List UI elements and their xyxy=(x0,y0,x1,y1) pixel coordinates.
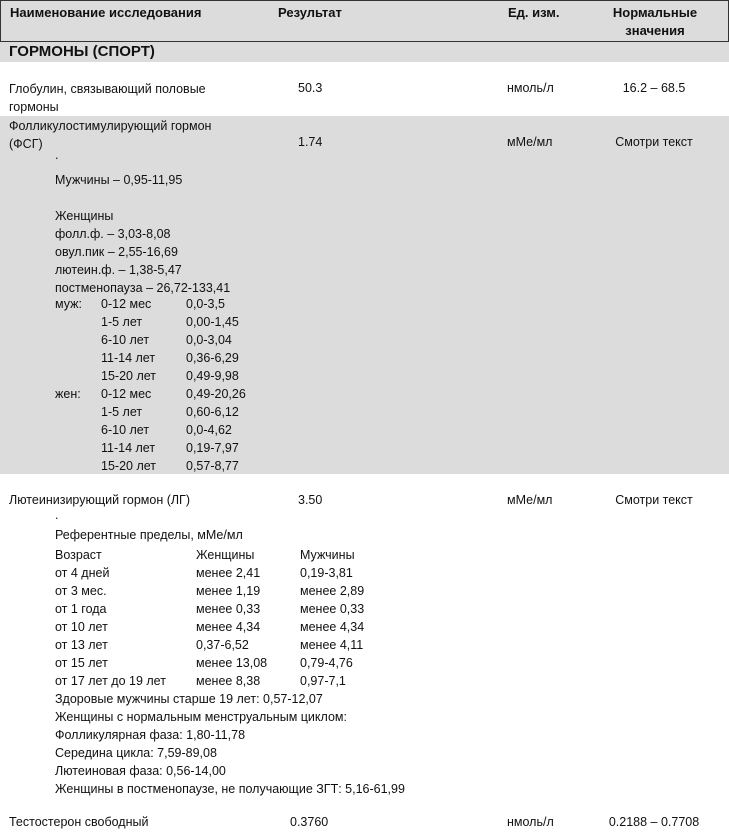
ref-cell: Мужчины xyxy=(300,548,355,562)
ref-cell: 0,19-7,97 xyxy=(186,441,239,455)
test-name: Фолликулостимулирующий гормон xyxy=(9,119,212,133)
result-value: 3.50 xyxy=(298,493,323,507)
test-name: Глобулин, связывающий половые xyxy=(9,82,206,96)
note-line: Фолликулярная фаза: 1,80-11,78 xyxy=(55,728,246,742)
note-line: фолл.ф. – 3,03-8,08 xyxy=(55,227,171,241)
ref-cell: 0,37-6,52 xyxy=(196,638,249,652)
unit: нмоль/л xyxy=(507,81,554,95)
ref-cell: менее 2,89 xyxy=(300,584,365,598)
unit: мМе/мл xyxy=(507,493,553,507)
note-line: Мужчины – 0,95-11,95 xyxy=(55,173,183,187)
dot: . xyxy=(55,148,59,162)
note-line xyxy=(55,189,230,207)
fsh-notes: Мужчины – 0,95-11,95 Женщины фолл.ф. – 3,0… xyxy=(55,171,230,297)
table-header: Наименование исследования Результат Ед. … xyxy=(0,0,729,42)
ref-cell: менее 4,11 xyxy=(300,638,364,652)
note-line: Лютеиновая фаза: 0,56-14,00 xyxy=(55,764,226,778)
ref-cell: 1-5 лет xyxy=(101,405,143,419)
ref-cell: менее 13,08 xyxy=(196,656,268,670)
ref-cell: менее 1,19 xyxy=(196,584,261,598)
header-name: Наименование исследования xyxy=(10,5,202,20)
section-title: ГОРМОНЫ (СПОРТ) xyxy=(9,43,155,60)
ref-cell: от 3 мес. xyxy=(55,584,107,598)
test-name-cont: (ФСГ) xyxy=(9,137,43,151)
note-line: Середина цикла: 7,59-89,08 xyxy=(55,746,217,760)
test-name: Лютеинизирующий гормон (ЛГ) xyxy=(9,493,190,507)
ref-cell: 0,79-4,76 xyxy=(300,656,353,670)
ref-cell: 0,49-9,98 xyxy=(186,369,239,383)
ref-cell: 0,60-6,12 xyxy=(186,405,239,419)
ref-cell: от 4 дней xyxy=(55,566,110,580)
ref-cell: 0,0-4,62 xyxy=(186,423,232,437)
result-value: 50.3 xyxy=(298,81,323,95)
header-unit: Ед. изм. xyxy=(508,5,560,20)
ref-cell: от 1 года xyxy=(55,602,107,616)
ref-cell: Женщины xyxy=(196,548,255,562)
norm: Смотри текст xyxy=(615,135,693,149)
result-value: 1.74 xyxy=(298,135,323,149)
ref-cell: 0,36-6,29 xyxy=(186,351,239,365)
result-value: 0.3760 xyxy=(290,815,329,829)
dot: . xyxy=(55,508,59,522)
ref-cell: от 17 лет до 19 лет xyxy=(55,674,166,688)
test-name: Тестостерон свободный xyxy=(9,815,149,829)
ref-cell: 0-12 мес xyxy=(101,297,152,311)
ref-cell: менее 4,34 xyxy=(196,620,261,634)
ref-cell: 0-12 мес xyxy=(101,387,152,401)
ref-cell: 6-10 лет xyxy=(101,333,150,347)
ref-cell: 6-10 лет xyxy=(101,423,150,437)
unit: нмоль/л xyxy=(507,815,554,829)
header-norm-1: Нормальные xyxy=(612,5,698,20)
note-line: Женщины в постменопаузе, не получающие З… xyxy=(55,782,405,796)
ref-cell: менее 0,33 xyxy=(300,602,365,616)
lh-notes: Здоровые мужчины старше 19 лет: 0,57-12,… xyxy=(55,690,405,798)
ref-cell: 0,49-20,26 xyxy=(186,387,246,401)
unit: мМе/мл xyxy=(507,135,553,149)
ref-cell: муж: xyxy=(55,297,82,311)
note-line: овул.пик – 2,55-16,69 xyxy=(55,245,178,259)
ref-cell: 0,97-7,1 xyxy=(300,674,346,688)
ref-cell: 0,00-1,45 xyxy=(186,315,239,329)
ref-cell: менее 2,41 xyxy=(196,566,261,580)
note-line: Женщины xyxy=(55,209,114,223)
header-norm-2: значения xyxy=(625,23,685,38)
ref-cell: 11-14 лет xyxy=(101,441,156,455)
ref-cell: жен: xyxy=(55,387,81,401)
note-line: Женщины с нормальным менструальным цикло… xyxy=(55,710,347,724)
ref-cell: 0,0-3,04 xyxy=(186,333,232,347)
ref-title: Референтные пределы, мМе/мл xyxy=(55,528,243,542)
note-line: постменопауза – 26,72-133,41 xyxy=(55,281,231,295)
note-line: Здоровые мужчины старше 19 лет: 0,57-12,… xyxy=(55,692,323,706)
ref-cell: менее 8,38 xyxy=(196,674,261,688)
ref-cell: от 13 лет xyxy=(55,638,108,652)
ref-cell: 15-20 лет xyxy=(101,459,156,473)
ref-cell: 0,0-3,5 xyxy=(186,297,225,311)
ref-cell: от 10 лет xyxy=(55,620,108,634)
header-result: Результат xyxy=(278,5,342,20)
ref-cell: 0,57-8,77 xyxy=(186,459,239,473)
ref-cell: 1-5 лет xyxy=(101,315,143,329)
test-name-cont: гормоны xyxy=(9,100,59,114)
ref-cell: 0,19-3,81 xyxy=(300,566,353,580)
section-bar: ГОРМОНЫ (СПОРТ) xyxy=(0,42,729,62)
norm: 16.2 – 68.5 xyxy=(622,81,686,95)
ref-cell: менее 4,34 xyxy=(300,620,365,634)
ref-cell: 15-20 лет xyxy=(101,369,156,383)
ref-cell: 11-14 лет xyxy=(101,351,156,365)
norm: 0.2188 – 0.7708 xyxy=(608,815,700,829)
note-line: лютеин.ф. – 1,38-5,47 xyxy=(55,263,182,277)
ref-cell: Возраст xyxy=(55,548,102,562)
norm: Смотри текст xyxy=(615,493,693,507)
table-row-highlighted xyxy=(0,116,729,474)
ref-cell: от 15 лет xyxy=(55,656,108,670)
ref-cell: менее 0,33 xyxy=(196,602,261,616)
